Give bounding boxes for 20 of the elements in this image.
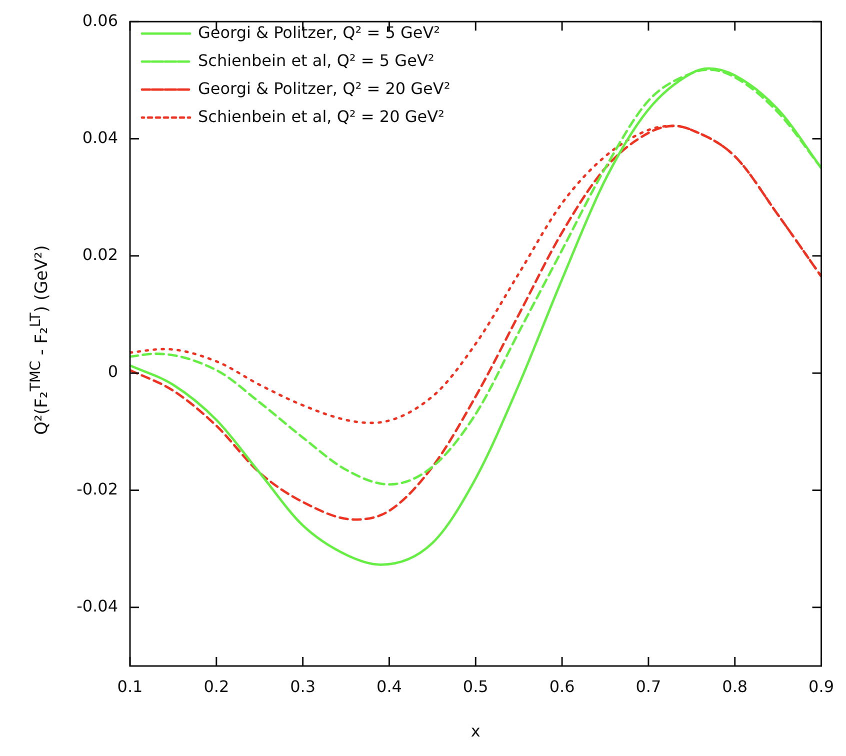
legend-label: Schienbein et al, Q² = 20 GeV² <box>198 106 444 126</box>
x-tick-label: 0.8 <box>722 676 748 696</box>
legend-label: Schienbein et al, Q² = 5 GeV² <box>198 50 434 70</box>
legend-label: Georgi & Politzer, Q² = 5 GeV² <box>198 22 440 42</box>
x-tick-label: 0.4 <box>376 676 402 696</box>
x-axis-title: x <box>470 722 480 741</box>
y-tick-label: 0.02 <box>82 245 118 264</box>
x-tick-label: 0.5 <box>462 676 488 696</box>
y-tick-label: 0.04 <box>82 128 118 147</box>
legend-label: Georgi & Politzer, Q² = 20 GeV² <box>198 78 450 98</box>
y-tick-label: -0.02 <box>76 479 118 498</box>
x-tick-label: 0.1 <box>117 676 143 696</box>
y-tick-label: -0.04 <box>76 596 118 616</box>
y-tick-label: 0.06 <box>82 10 118 30</box>
x-tick-label: 0.3 <box>290 676 316 696</box>
x-tick-label: 0.7 <box>636 676 662 696</box>
x-tick-label: 0.6 <box>549 676 575 696</box>
x-tick-label: 0.9 <box>808 676 834 696</box>
x-tick-label: 0.2 <box>204 676 230 696</box>
y-tick-label: 0 <box>108 362 118 382</box>
